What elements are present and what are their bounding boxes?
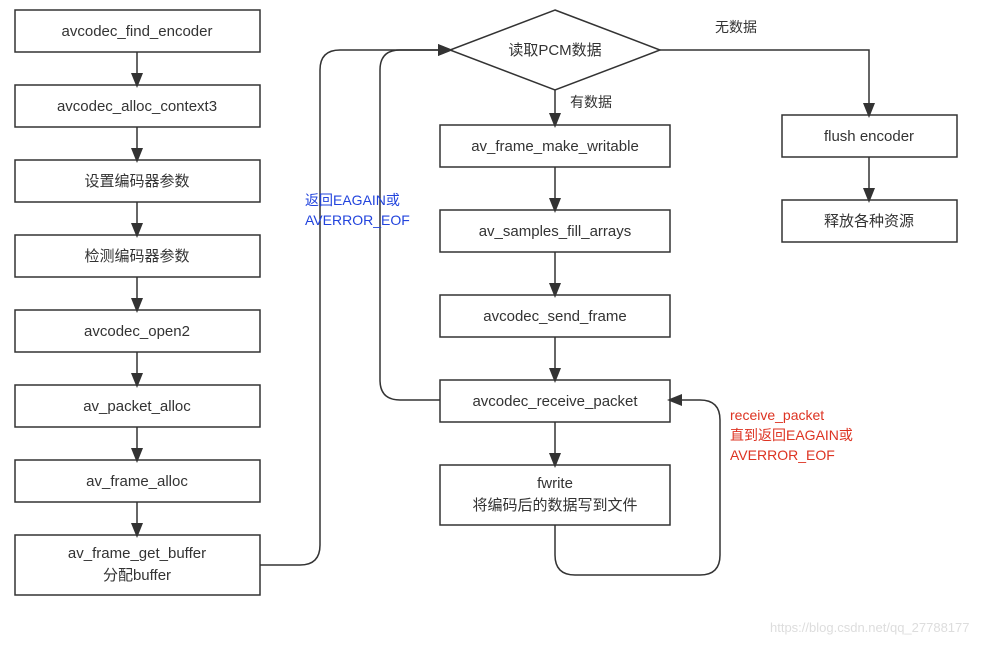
label-red-1: receive_packet bbox=[730, 407, 824, 423]
label-blue-2: AVERROR_EOF bbox=[305, 212, 410, 228]
node-avcodec-receive-packet: avcodec_receive_packet bbox=[440, 380, 670, 422]
node-check-encoder-params: 检测编码器参数 bbox=[15, 235, 260, 277]
label: avcodec_alloc_context3 bbox=[57, 98, 217, 115]
node-flush-encoder: flush encoder bbox=[782, 115, 957, 157]
label: av_samples_fill_arrays bbox=[479, 223, 632, 240]
label-line1: av_frame_get_buffer bbox=[68, 545, 206, 562]
label: avcodec_send_frame bbox=[483, 308, 626, 325]
label-line2: 分配buffer bbox=[103, 567, 171, 584]
node-av-packet-alloc: av_packet_alloc bbox=[15, 385, 260, 427]
label: avcodec_find_encoder bbox=[62, 23, 213, 40]
label-has-data: 有数据 bbox=[570, 94, 612, 110]
label: 设置编码器参数 bbox=[84, 173, 189, 190]
edge-n8-decision bbox=[260, 50, 450, 565]
node-av-frame-get-buffer: av_frame_get_buffer 分配buffer bbox=[15, 535, 260, 595]
node-avcodec-find-encoder: avcodec_find_encoder bbox=[15, 10, 260, 52]
label: av_frame_alloc bbox=[86, 473, 188, 490]
watermark: https://blog.csdn.net/qq_27788177 bbox=[770, 620, 970, 635]
node-avcodec-send-frame: avcodec_send_frame bbox=[440, 295, 670, 337]
node-read-pcm-decision: 读取PCM数据 bbox=[450, 10, 660, 90]
node-release-resources: 释放各种资源 bbox=[782, 200, 957, 242]
node-avcodec-alloc-context3: avcodec_alloc_context3 bbox=[15, 85, 260, 127]
node-av-frame-alloc: av_frame_alloc bbox=[15, 460, 260, 502]
node-fwrite: fwrite 将编码后的数据写到文件 bbox=[440, 465, 670, 525]
label: av_packet_alloc bbox=[83, 398, 191, 415]
node-avcodec-open2: avcodec_open2 bbox=[15, 310, 260, 352]
label: 读取PCM数据 bbox=[508, 42, 601, 59]
node-av-frame-make-writable: av_frame_make_writable bbox=[440, 125, 670, 167]
label-red-2: 直到返回EAGAIN或 bbox=[730, 427, 853, 443]
label-red-3: AVERROR_EOF bbox=[730, 447, 835, 463]
node-set-encoder-params: 设置编码器参数 bbox=[15, 160, 260, 202]
edge-decision-n14 bbox=[660, 50, 869, 115]
node-av-samples-fill-arrays: av_samples_fill_arrays bbox=[440, 210, 670, 252]
label: av_frame_make_writable bbox=[471, 138, 639, 155]
label: 释放各种资源 bbox=[824, 213, 914, 230]
label: flush encoder bbox=[824, 128, 914, 145]
label: avcodec_open2 bbox=[84, 323, 190, 340]
label: 检测编码器参数 bbox=[84, 248, 189, 265]
label-no-data: 无数据 bbox=[715, 19, 757, 35]
label-blue-1: 返回EAGAIN或 bbox=[305, 192, 400, 208]
label-line2: 将编码后的数据写到文件 bbox=[472, 497, 637, 514]
label-line1: fwrite bbox=[537, 475, 573, 492]
label: avcodec_receive_packet bbox=[472, 393, 638, 410]
